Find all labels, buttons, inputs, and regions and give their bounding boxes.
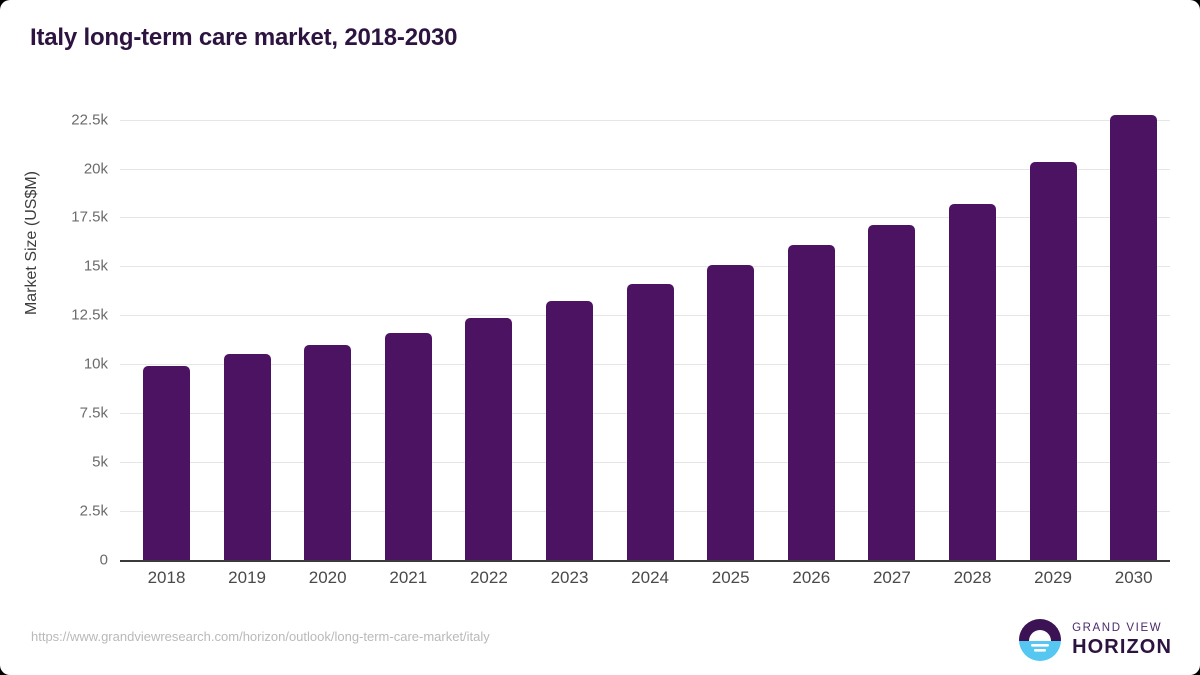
x-tick-label: 2028 xyxy=(953,568,992,587)
brand-name-line2: HORIZON xyxy=(1072,636,1172,659)
horizon-sun-circle-icon xyxy=(1019,619,1062,661)
bar-2019[interactable] xyxy=(223,354,271,560)
y-tick-label: 22.5k xyxy=(71,111,108,129)
bar-2020[interactable] xyxy=(304,344,352,560)
x-tick-label: 2019 xyxy=(228,568,266,587)
source-url[interactable]: https://www.grandviewresearch.com/horizo… xyxy=(31,629,490,644)
plot-area xyxy=(120,100,1170,562)
y-tick-label: 20k xyxy=(83,160,108,177)
y-axis-title: Market Size (US$M) xyxy=(23,170,40,316)
x-tick-label: 2029 xyxy=(1034,568,1072,587)
bar-2028[interactable] xyxy=(949,203,996,560)
bar-2025[interactable] xyxy=(707,265,755,560)
x-tick-label: 2024 xyxy=(631,568,669,587)
brand-name-line1: GRAND VIEW xyxy=(1072,621,1163,634)
bar-2021[interactable] xyxy=(384,332,432,560)
page-title: Italy long-term care market, 2018-2030 xyxy=(30,24,458,51)
bar-2030[interactable] xyxy=(1110,114,1158,560)
bar-2026[interactable] xyxy=(787,244,835,560)
x-tick-label: 2021 xyxy=(389,568,428,587)
y-tick-label: 17.5k xyxy=(71,208,108,226)
y-axis: 0 2.5k 5k 7.5k 10k 12.5k 15k 17.5k 20k 22.5k xyxy=(0,100,120,568)
x-tick-label: 2023 xyxy=(550,568,589,587)
bar-2027[interactable] xyxy=(868,225,916,560)
x-tick-label: 2030 xyxy=(1114,568,1153,587)
bar-2022[interactable] xyxy=(465,318,513,560)
y-tick-label: 0 xyxy=(99,551,108,569)
x-tick-label: 2018 xyxy=(147,568,186,587)
gridline xyxy=(120,168,1170,170)
brand-logo-text: GRAND VIEW HORIZON xyxy=(1072,621,1172,659)
bar-2018[interactable] xyxy=(143,366,190,560)
gridline xyxy=(120,119,1170,121)
x-tick-label: 2027 xyxy=(872,568,911,587)
x-tick-label: 2020 xyxy=(308,568,347,587)
x-tick-label: 2022 xyxy=(469,568,508,587)
y-tick-label: 12.5k xyxy=(71,306,108,324)
x-axis-line xyxy=(120,560,1170,562)
y-tick-label: 10k xyxy=(83,355,108,373)
brand-logo: GRAND VIEW HORIZON xyxy=(1018,618,1172,662)
y-tick-label: 2.5k xyxy=(79,502,108,520)
y-tick-label: 7.5k xyxy=(79,404,108,422)
y-tick-label: 5k xyxy=(92,453,108,471)
bar-2029[interactable] xyxy=(1029,161,1077,560)
bar-2024[interactable] xyxy=(626,284,674,560)
x-tick-label: 2025 xyxy=(711,568,750,587)
gridline xyxy=(120,217,1170,219)
bar-2023[interactable] xyxy=(546,300,593,560)
y-tick-label: 15k xyxy=(83,257,108,275)
gridline xyxy=(120,266,1170,268)
x-tick-label: 2026 xyxy=(792,568,831,587)
